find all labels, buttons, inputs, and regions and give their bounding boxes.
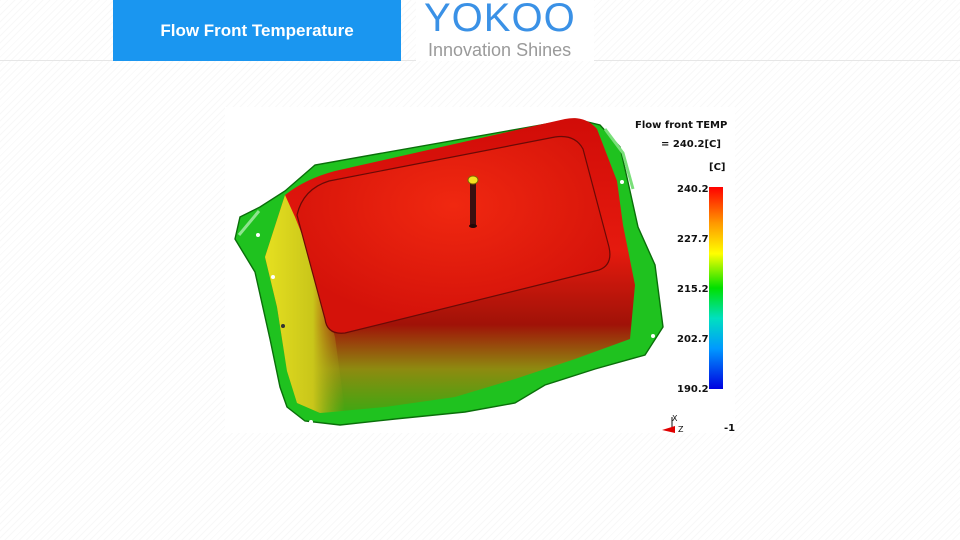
scale-tick-label: 190.2 xyxy=(677,384,709,395)
legend-max-value: = 240.2[C] xyxy=(661,139,721,150)
simulation-result-panel: Flow front TEMP = 240.2[C] [C] 240.2 227… xyxy=(225,107,736,434)
view-scale-label: -1 xyxy=(724,423,736,434)
legend-unit: [C] xyxy=(709,162,726,173)
legend-title: Flow front TEMP xyxy=(635,120,728,131)
scale-tick-label: 202.7 xyxy=(677,334,709,345)
slide-title: Flow Front Temperature xyxy=(113,0,401,61)
company-logo: YOKOO Innovation Shines xyxy=(416,0,594,61)
scale-tick-label: 215.2 xyxy=(677,284,709,295)
logo-wordmark: YOKOO xyxy=(424,0,576,40)
scale-tick-label: 227.7 xyxy=(677,234,709,245)
color-scale-bar xyxy=(709,187,723,389)
scale-tick-label: 240.2 xyxy=(677,184,709,195)
gate-tip xyxy=(467,175,479,185)
logo-tagline: Innovation Shines xyxy=(428,40,572,60)
part-temperature-plot xyxy=(234,118,675,433)
axis-x-label: X xyxy=(672,414,678,423)
part-top-panel xyxy=(296,135,611,334)
slide-title-text: Flow Front Temperature xyxy=(160,20,354,40)
injection-gate xyxy=(470,183,476,226)
axis-z-label: Z xyxy=(678,425,684,434)
